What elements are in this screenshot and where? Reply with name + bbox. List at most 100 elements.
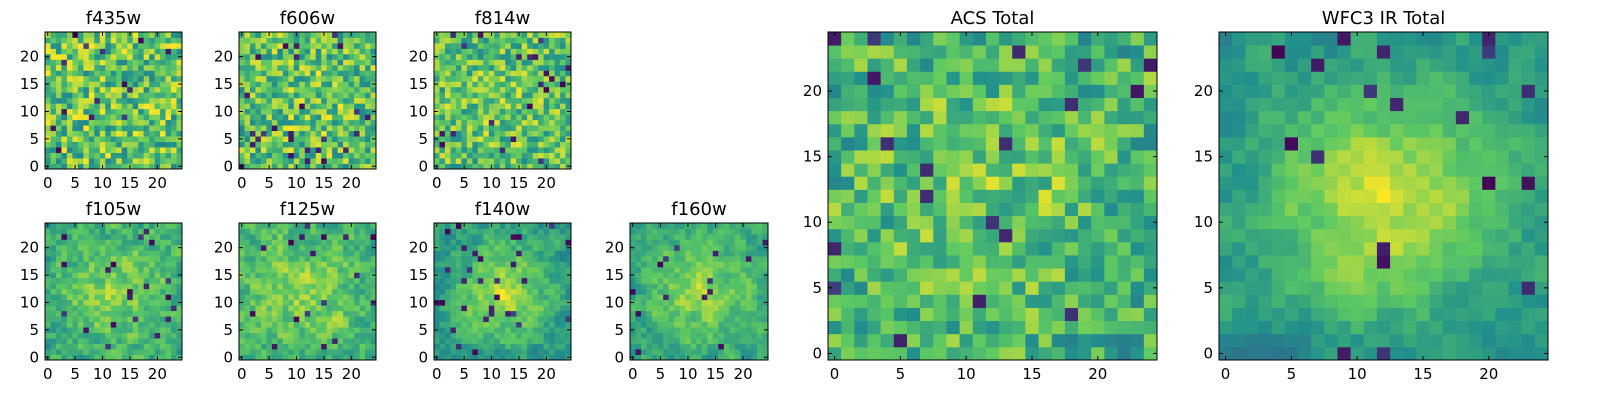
heatmap-cell: [554, 244, 561, 251]
heatmap-cell: [266, 316, 273, 323]
heatmap-cell: [55, 228, 62, 235]
heatmap-cell: [663, 272, 670, 279]
heatmap-cell: [299, 75, 306, 82]
heatmap-cell: [332, 130, 339, 137]
heatmap-cell: [668, 321, 675, 328]
heatmap-cell: [841, 255, 855, 269]
heatmap-cell: [321, 119, 328, 126]
heatmap-cell: [277, 223, 284, 229]
heatmap-cell: [444, 108, 451, 115]
heatmap-cell: [55, 223, 62, 229]
heatmap-cell: [154, 255, 161, 262]
heatmap-cell: [277, 321, 284, 328]
heatmap-cell: [149, 42, 155, 49]
heatmap-cell: [154, 86, 161, 93]
heatmap-cell: [121, 86, 128, 93]
heatmap-cell: [701, 261, 708, 268]
heatmap-cell: [143, 97, 150, 104]
heatmap-cell: [483, 266, 490, 273]
heatmap-cell: [494, 75, 501, 82]
heatmap-cell: [249, 42, 256, 49]
heatmap-cell: [260, 119, 267, 126]
heatmap-cell: [77, 163, 84, 170]
heatmap-cell: [472, 272, 479, 279]
heatmap-cell: [149, 239, 155, 246]
heatmap-cell: [132, 354, 139, 361]
heatmap-cell: [288, 86, 295, 93]
heatmap-cell: [499, 125, 506, 132]
heatmap-cell: [326, 343, 333, 350]
heatmap-cell: [171, 250, 177, 257]
heatmap-cell: [652, 233, 658, 240]
heatmap-cell: [110, 136, 117, 142]
heatmap-cell: [652, 266, 658, 273]
heatmap-cell: [337, 316, 344, 323]
heatmap-cell: [143, 125, 150, 132]
heatmap-cell: [444, 163, 451, 170]
heatmap-cell: [61, 305, 68, 312]
heatmap-cell: [477, 75, 484, 82]
heatmap-cell: [729, 244, 736, 251]
heatmap-cell: [472, 321, 479, 328]
heatmap-cell: [646, 228, 653, 235]
heatmap-cell: [439, 294, 446, 301]
heatmap-cell: [712, 327, 719, 333]
heatmap-cell: [745, 250, 752, 257]
heatmap-cell: [532, 261, 539, 268]
heatmap-cell: [959, 281, 974, 295]
heatmap-cell: [260, 136, 267, 142]
heatmap-cell: [310, 119, 317, 126]
heatmap-cell: [521, 114, 528, 121]
heatmap-cell: [707, 223, 714, 229]
heatmap-cell: [549, 250, 555, 257]
heatmap-cell: [45, 250, 51, 257]
heatmap-cell: [668, 266, 675, 273]
heatmap-cell: [354, 349, 360, 355]
heatmap-cell: [488, 228, 495, 235]
heatmap-cell: [488, 233, 495, 240]
heatmap-cell: [66, 92, 73, 99]
heatmap-cell: [105, 152, 112, 159]
heatmap-cell: [933, 215, 947, 230]
heatmap-cell: [729, 233, 736, 240]
heatmap-cell: [299, 244, 306, 251]
heatmap-cell: [483, 92, 490, 99]
heatmap-cell: [110, 59, 117, 66]
heatmap-cell: [455, 37, 462, 44]
heatmap-cell: [641, 294, 647, 301]
heatmap-cell: [143, 277, 150, 284]
heatmap-cell: [99, 277, 106, 284]
heatmap-cell: [516, 283, 523, 290]
heatmap-cell: [740, 277, 747, 284]
heatmap-cell: [532, 283, 539, 290]
heatmap-cell: [66, 354, 73, 361]
heatmap-cell: [841, 202, 855, 217]
heatmap-cell: [505, 294, 512, 301]
heatmap-cell: [516, 305, 523, 312]
heatmap-cell: [674, 277, 681, 284]
heatmap-cell: [176, 114, 183, 121]
heatmap-cell: [304, 64, 311, 71]
heatmap-cell: [154, 130, 161, 137]
heatmap-cell: [646, 283, 653, 290]
heatmap-cell: [310, 327, 317, 333]
heatmap-cell: [712, 310, 719, 317]
heatmap-cell: [132, 64, 139, 71]
heatmap-cell: [45, 233, 51, 240]
heatmap-cell: [510, 130, 517, 137]
heatmap-cell: [734, 266, 741, 273]
heatmap-cell: [560, 239, 566, 246]
heatmap-cell: [696, 305, 703, 312]
heatmap-cell: [282, 327, 289, 333]
heatmap-cell: [450, 316, 457, 323]
heatmap-cell: [499, 152, 506, 159]
heatmap-cell: [696, 244, 703, 251]
heatmap-cell: [99, 64, 106, 71]
heatmap-cell: [105, 53, 112, 60]
heatmap-cell: [505, 75, 512, 82]
heatmap-cell: [132, 114, 139, 121]
heatmap-cell: [549, 338, 555, 344]
heatmap-cell: [439, 130, 446, 137]
heatmap-cell: [45, 130, 51, 137]
